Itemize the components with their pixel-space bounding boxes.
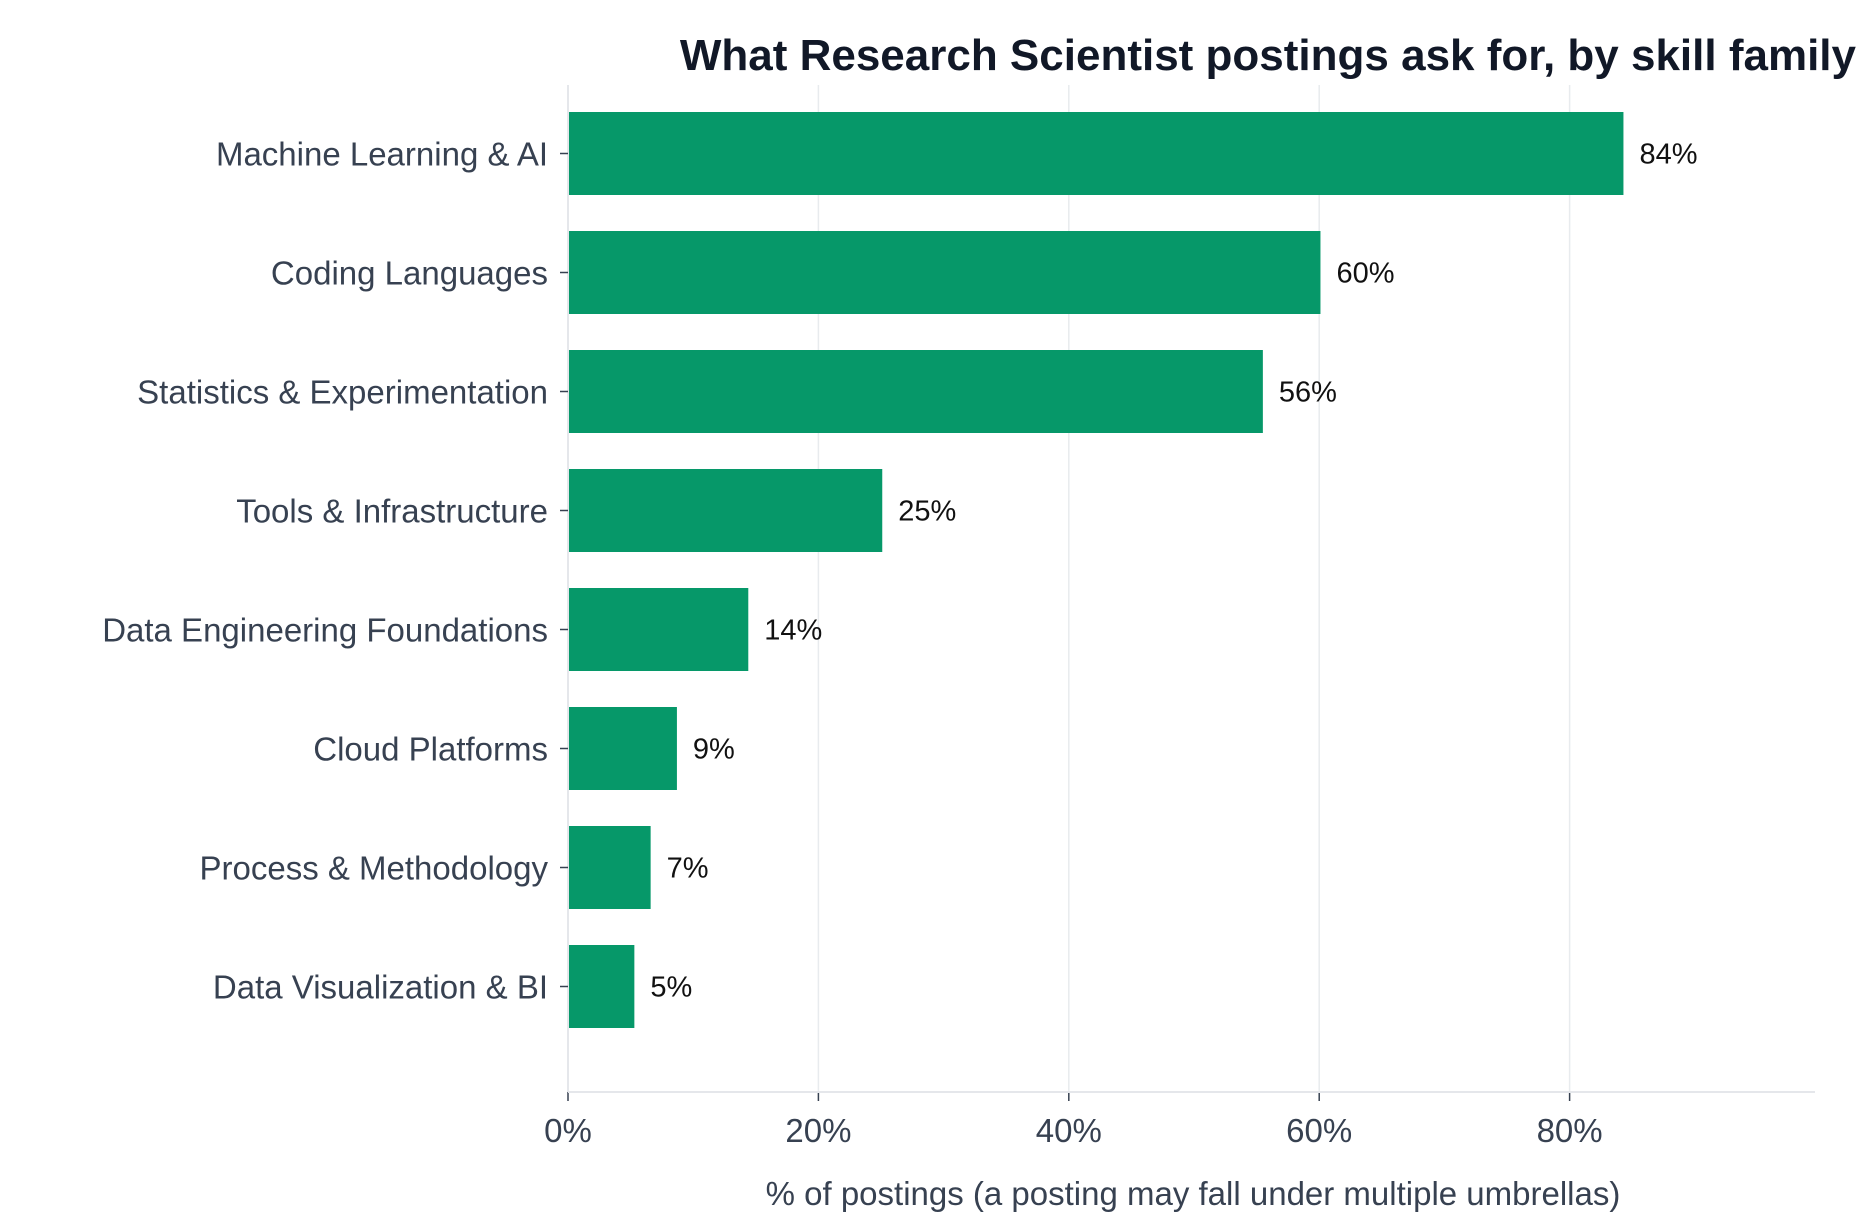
category-label: Cloud Platforms (313, 731, 548, 768)
bar (568, 350, 1263, 433)
bar-value-label: 7% (667, 853, 709, 885)
bar-value-label: 25% (898, 496, 956, 528)
chart-title: What Research Scientist postings ask for… (680, 31, 1857, 80)
category-label: Data Visualization & BI (213, 969, 548, 1006)
bar (568, 231, 1321, 314)
category-label: Data Engineering Foundations (102, 612, 548, 649)
x-tick-label: 80% (1537, 1112, 1603, 1149)
category-label: Process & Methodology (199, 850, 548, 887)
axes (560, 85, 1815, 1101)
bar (568, 945, 635, 1028)
bar-value-label: 9% (693, 734, 735, 766)
category-label: Tools & Infrastructure (236, 493, 548, 530)
x-tick-label: 20% (785, 1112, 851, 1149)
x-axis-label: % of postings (a posting may fall under … (766, 1175, 1621, 1212)
bar-value-label: 14% (764, 615, 822, 647)
bar (568, 826, 651, 909)
bar (568, 707, 677, 790)
x-tick-label: 60% (1286, 1112, 1352, 1149)
category-label: Coding Languages (271, 255, 548, 292)
x-tick-label: 0% (544, 1112, 592, 1149)
bar-value-label: 84% (1639, 139, 1697, 171)
bars: 84% 60% 56% 25% 14% 9% 7% 5% (568, 112, 1697, 1028)
category-label: Machine Learning & AI (216, 136, 548, 173)
x-tick-labels: 0% 20% 40% 60% 80% (544, 1112, 1602, 1149)
category-label: Statistics & Experimentation (137, 374, 548, 411)
bar (568, 469, 883, 552)
bar-value-label: 5% (650, 972, 692, 1004)
x-tick-label: 40% (1036, 1112, 1102, 1149)
bar-value-label: 56% (1279, 377, 1337, 409)
bar-value-label: 60% (1336, 258, 1394, 290)
category-labels: Machine Learning & AI Coding Languages Sta… (102, 136, 548, 1006)
bar (568, 112, 1624, 195)
bar (568, 588, 749, 671)
